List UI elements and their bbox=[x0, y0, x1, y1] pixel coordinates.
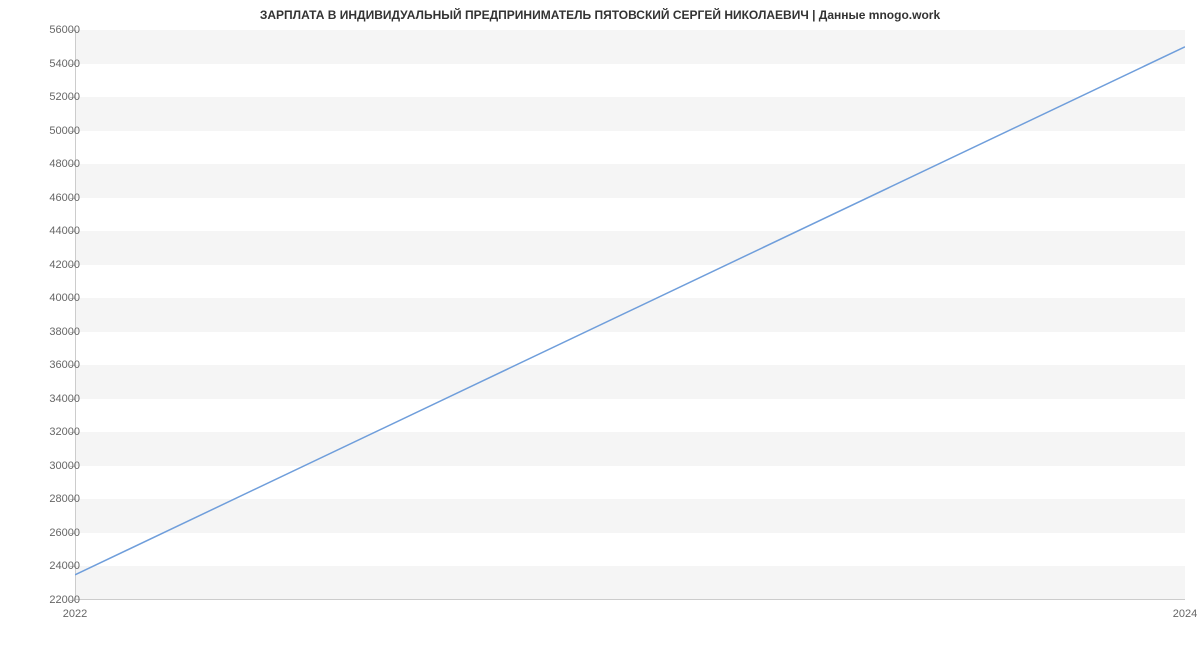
y-tick-label: 28000 bbox=[30, 493, 80, 505]
grid-band bbox=[75, 198, 1185, 232]
grid-band bbox=[75, 30, 1185, 64]
y-tick-label: 32000 bbox=[30, 426, 80, 438]
grid-band bbox=[75, 265, 1185, 299]
y-tick-label: 44000 bbox=[30, 225, 80, 237]
y-tick-label: 42000 bbox=[30, 259, 80, 271]
y-tick-label: 38000 bbox=[30, 326, 80, 338]
y-tick-label: 52000 bbox=[30, 91, 80, 103]
y-tick-label: 48000 bbox=[30, 158, 80, 170]
y-axis-line bbox=[75, 30, 76, 600]
grid-band bbox=[75, 432, 1185, 466]
plot-area: 20222024 bbox=[75, 30, 1185, 600]
chart-title: ЗАРПЛАТА В ИНДИВИДУАЛЬНЫЙ ПРЕДПРИНИМАТЕЛ… bbox=[0, 8, 1200, 22]
y-tick-label: 34000 bbox=[30, 393, 80, 405]
grid-band bbox=[75, 298, 1185, 332]
grid-band bbox=[75, 466, 1185, 500]
y-tick-label: 54000 bbox=[30, 58, 80, 70]
grid-band bbox=[75, 231, 1185, 265]
y-tick-label: 22000 bbox=[30, 594, 80, 606]
grid-band bbox=[75, 499, 1185, 533]
grid-band bbox=[75, 131, 1185, 165]
y-tick-label: 36000 bbox=[30, 359, 80, 371]
y-tick-label: 46000 bbox=[30, 192, 80, 204]
y-tick-label: 26000 bbox=[30, 527, 80, 539]
grid-band bbox=[75, 365, 1185, 399]
grid-band bbox=[75, 332, 1185, 366]
y-tick-label: 24000 bbox=[30, 560, 80, 572]
y-tick-label: 50000 bbox=[30, 125, 80, 137]
x-axis-line bbox=[75, 599, 1185, 600]
y-tick-label: 56000 bbox=[30, 24, 80, 36]
salary-chart: ЗАРПЛАТА В ИНДИВИДУАЛЬНЫЙ ПРЕДПРИНИМАТЕЛ… bbox=[0, 0, 1200, 650]
y-tick-label: 30000 bbox=[30, 460, 80, 472]
grid-band bbox=[75, 533, 1185, 567]
y-tick-label: 40000 bbox=[30, 292, 80, 304]
grid-band bbox=[75, 164, 1185, 198]
grid-band bbox=[75, 566, 1185, 600]
x-tick-label: 2022 bbox=[63, 608, 87, 620]
grid-band bbox=[75, 399, 1185, 433]
grid-band bbox=[75, 64, 1185, 98]
grid-band bbox=[75, 97, 1185, 131]
x-tick-label: 2024 bbox=[1173, 608, 1197, 620]
